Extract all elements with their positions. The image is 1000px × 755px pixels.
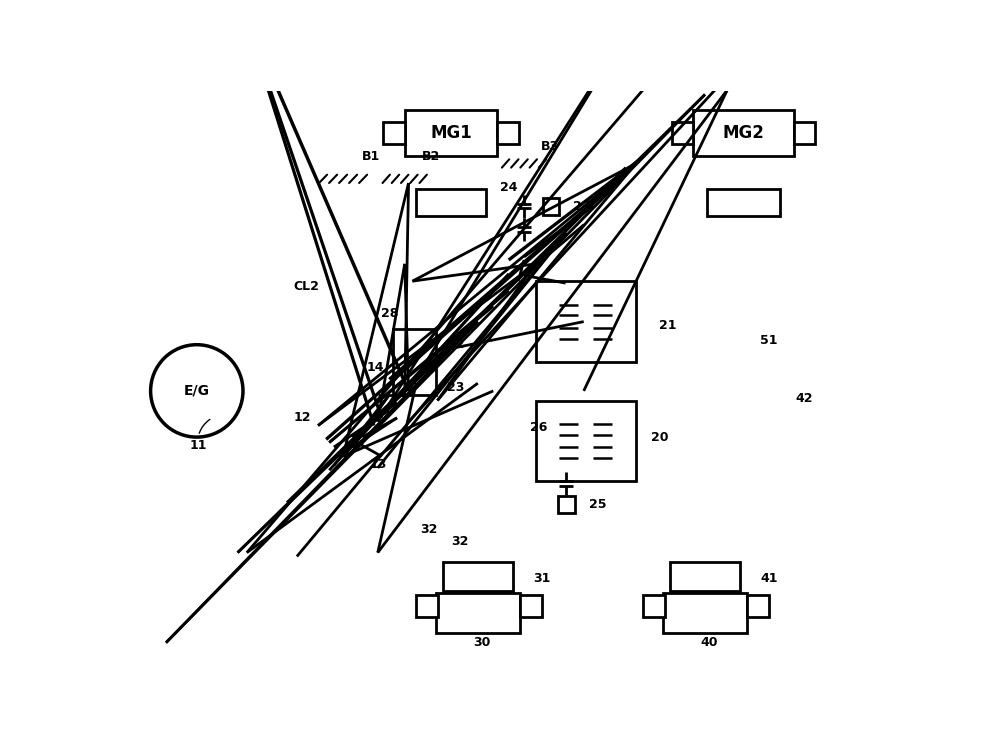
Text: 41: 41 <box>760 572 778 584</box>
Text: 27: 27 <box>573 199 590 213</box>
Text: 26: 26 <box>530 421 547 434</box>
Bar <box>520 595 542 617</box>
Text: MG1: MG1 <box>430 124 472 142</box>
Text: 22: 22 <box>447 338 465 351</box>
Bar <box>707 189 780 216</box>
Bar <box>443 562 512 591</box>
Bar <box>794 122 815 143</box>
Text: 28: 28 <box>381 307 399 320</box>
Text: 30: 30 <box>473 636 490 649</box>
Text: B1: B1 <box>362 149 381 162</box>
Text: 11: 11 <box>189 419 210 451</box>
Text: MG2: MG2 <box>723 124 764 142</box>
Text: 42: 42 <box>796 392 813 405</box>
Bar <box>436 593 520 633</box>
Bar <box>497 122 519 143</box>
Text: 51: 51 <box>760 334 778 347</box>
Text: 25: 25 <box>590 498 607 510</box>
Text: E/G: E/G <box>184 384 210 398</box>
Text: 32: 32 <box>420 523 437 536</box>
Bar <box>543 198 559 214</box>
Bar <box>670 562 740 591</box>
Text: 14: 14 <box>366 362 384 374</box>
Text: 32: 32 <box>451 535 469 547</box>
Text: 21: 21 <box>659 319 676 332</box>
Bar <box>405 109 497 156</box>
Bar <box>416 189 486 216</box>
Bar <box>663 593 747 633</box>
Text: B3: B3 <box>541 140 559 153</box>
Bar <box>693 109 794 156</box>
Bar <box>393 329 436 395</box>
Text: B2: B2 <box>422 149 440 162</box>
Text: 20: 20 <box>651 430 669 444</box>
Text: CL2: CL2 <box>293 280 319 294</box>
Text: 13: 13 <box>370 458 387 470</box>
Bar <box>383 122 405 143</box>
Text: 24: 24 <box>500 181 518 194</box>
Bar <box>416 595 438 617</box>
Bar <box>643 595 665 617</box>
Text: 23: 23 <box>447 381 464 393</box>
Bar <box>672 122 693 143</box>
Bar <box>536 400 636 482</box>
Text: 12: 12 <box>293 411 311 424</box>
Bar <box>536 281 636 362</box>
Bar <box>558 495 575 513</box>
Text: 40: 40 <box>700 636 718 649</box>
Bar <box>747 595 769 617</box>
Text: 31: 31 <box>533 572 551 584</box>
